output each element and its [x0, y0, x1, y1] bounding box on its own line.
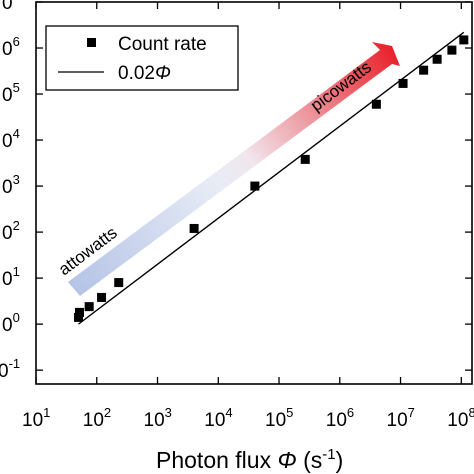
plot-frame	[35, 1, 473, 385]
power-range-arrow	[68, 42, 400, 296]
data-point-12	[447, 45, 457, 55]
y-tick-label-3: 04	[2, 126, 20, 152]
x-tick-label-1: 102	[83, 405, 111, 431]
data-point-5	[189, 223, 199, 233]
data-point-1	[75, 307, 85, 317]
data-point-4	[114, 278, 124, 288]
y-tick-label-6: 01	[2, 264, 20, 290]
legend-box	[45, 25, 239, 91]
power-range-arrow-body	[68, 42, 400, 296]
x-axis-title: Photon flux Φ (s-1)	[156, 446, 343, 473]
legend-label-count-rate: Count rate	[118, 34, 207, 55]
legend-marker-count-rate	[87, 38, 96, 47]
data-point-7	[300, 154, 310, 164]
x-tick-label-0: 101	[22, 405, 50, 431]
data-point-3	[97, 292, 107, 302]
y-tick-label-2: 05	[2, 80, 20, 106]
y-tick-label-0: 07	[2, 0, 20, 14]
legend-label-fit: 0.02Φ	[118, 63, 171, 84]
y-tick-label-5: 02	[2, 218, 20, 244]
count-rate-points	[73, 35, 469, 322]
y-tick-label-4: 03	[2, 172, 20, 198]
axis-ticks: 101 102 103 104 105 106 107 108 07 06 05 04 03 02 01 00…	[0, 0, 474, 431]
x-tick-label-2: 103	[144, 405, 172, 431]
data-point-0	[73, 312, 83, 322]
data-point-9	[398, 78, 408, 88]
data-point-6	[250, 181, 260, 191]
data-point-8	[371, 99, 381, 109]
y-tick-label-8: 0-1	[0, 356, 20, 382]
x-tick-label-3: 104	[204, 405, 232, 431]
data-point-10	[419, 65, 429, 75]
y-tick-label-1: 06	[2, 34, 20, 60]
data-point-11	[432, 54, 442, 64]
x-tick-label-7: 108	[447, 405, 474, 431]
data-point-13	[459, 35, 469, 45]
x-tick-label-4: 105	[265, 405, 293, 431]
data-point-2	[84, 302, 94, 312]
legend: Count rate 0.02Φ	[45, 25, 239, 91]
x-tick-label-6: 107	[387, 405, 415, 431]
y-tick-label-7: 00	[2, 310, 20, 336]
x-tick-label-5: 106	[326, 405, 354, 431]
